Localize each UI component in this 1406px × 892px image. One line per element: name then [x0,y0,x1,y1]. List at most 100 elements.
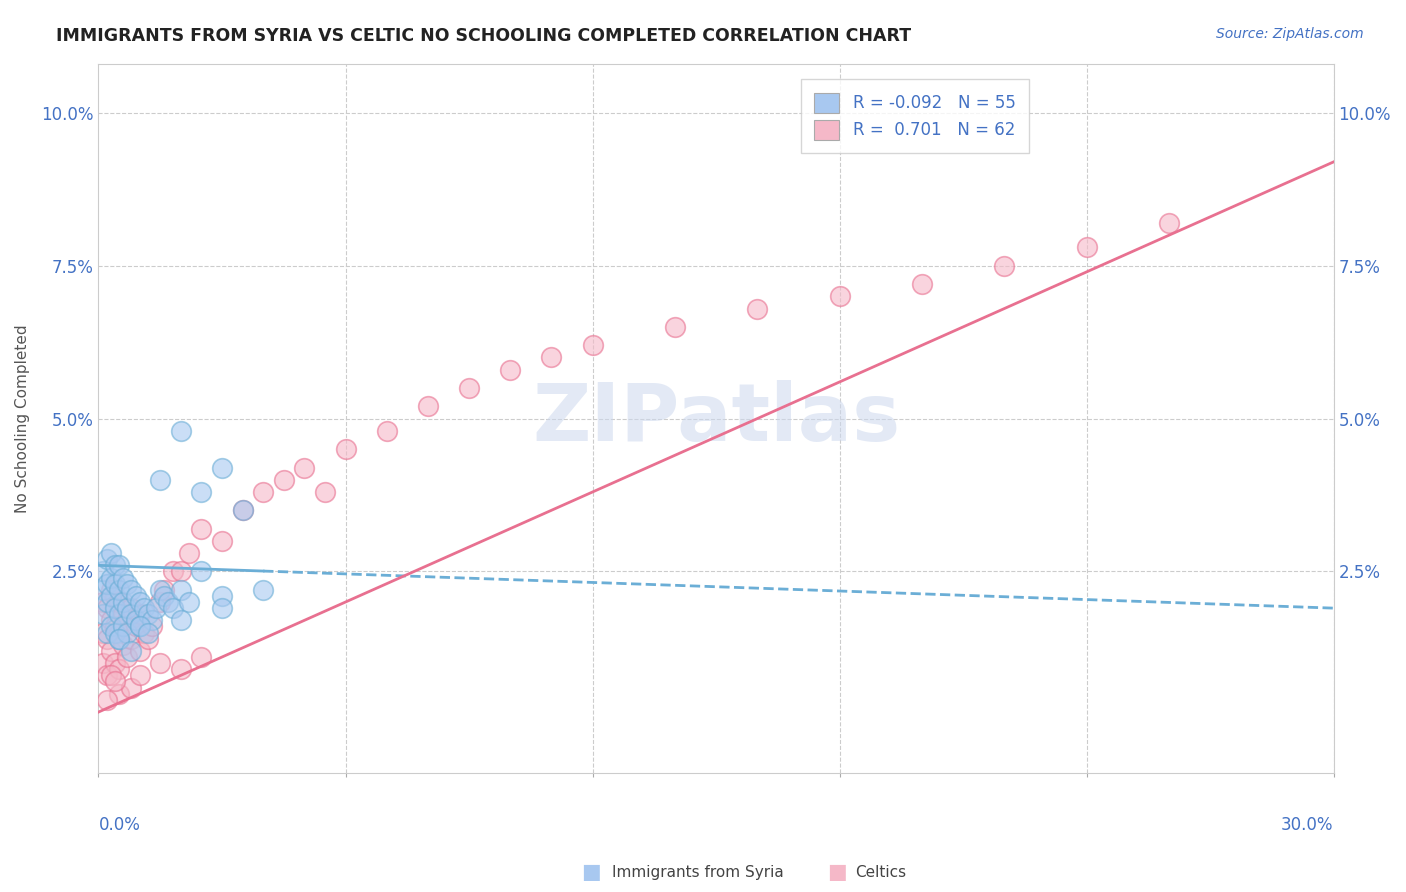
Point [232,503,254,517]
Point [91,582,114,597]
Text: ■: ■ [581,863,600,882]
Point [170,565,193,579]
Point [911,277,934,292]
Point [104,589,127,603]
Point [170,582,193,597]
Point [581,338,603,352]
Point [177,546,200,560]
Point [112,619,135,633]
Point [190,565,212,579]
Point [96,601,118,615]
Point [211,601,233,615]
Point [100,668,122,682]
Point [499,362,522,376]
Point [128,668,150,682]
Point [141,619,163,633]
Point [120,582,142,597]
Text: ■: ■ [827,863,846,882]
Text: Immigrants from Syria: Immigrants from Syria [612,865,783,880]
Point [100,589,122,603]
Point [112,607,135,622]
Point [112,638,135,652]
Point [170,424,193,438]
Point [747,301,769,316]
Point [100,570,122,584]
Point [117,601,139,615]
Point [314,485,336,500]
Point [112,595,135,609]
Point [170,613,193,627]
Point [91,565,114,579]
Text: Source: ZipAtlas.com: Source: ZipAtlas.com [1216,27,1364,41]
Point [149,595,172,609]
Point [91,625,114,640]
Point [104,601,127,615]
Point [157,595,180,609]
Point [664,320,686,334]
Point [104,625,127,640]
Point [162,565,184,579]
Point [153,582,176,597]
Point [232,503,254,517]
Point [124,619,146,633]
Point [132,625,155,640]
Point [828,289,851,303]
Point [190,485,212,500]
Point [252,485,274,500]
Point [120,644,142,658]
Point [128,607,150,622]
Point [128,595,150,609]
Text: Celtics: Celtics [855,865,905,880]
Point [375,424,398,438]
Point [1076,240,1098,254]
Point [108,625,131,640]
Point [120,601,142,615]
Point [96,632,118,646]
Point [1157,216,1180,230]
Point [100,546,122,560]
Point [108,582,131,597]
Point [96,625,118,640]
Point [145,601,167,615]
Point [132,601,155,615]
Point [112,570,135,584]
Point [96,693,118,707]
Point [96,668,118,682]
Point [104,619,127,633]
Point [153,589,176,603]
Point [124,613,146,627]
Point [100,619,122,633]
Point [117,613,139,627]
Point [104,576,127,591]
Point [120,681,142,695]
Point [170,662,193,676]
Point [190,650,212,665]
Point [120,632,142,646]
Text: ZIPatlas: ZIPatlas [531,380,900,458]
Point [458,381,481,395]
Point [91,595,114,609]
Point [104,674,127,689]
Point [190,522,212,536]
Point [108,632,131,646]
Point [136,625,159,640]
Point [104,558,127,573]
Point [335,442,357,457]
Text: IMMIGRANTS FROM SYRIA VS CELTIC NO SCHOOLING COMPLETED CORRELATION CHART: IMMIGRANTS FROM SYRIA VS CELTIC NO SCHOO… [56,27,911,45]
Point [149,582,172,597]
Point [124,589,146,603]
Point [117,650,139,665]
Point [100,582,122,597]
Point [211,589,233,603]
Text: 0.0%: 0.0% [98,816,141,834]
Point [96,576,118,591]
Point [91,656,114,670]
Point [108,662,131,676]
Y-axis label: No Schooling Completed: No Schooling Completed [15,325,30,513]
Point [136,607,159,622]
Point [120,607,142,622]
Point [136,632,159,646]
Point [292,460,315,475]
Point [128,619,150,633]
Point [252,582,274,597]
